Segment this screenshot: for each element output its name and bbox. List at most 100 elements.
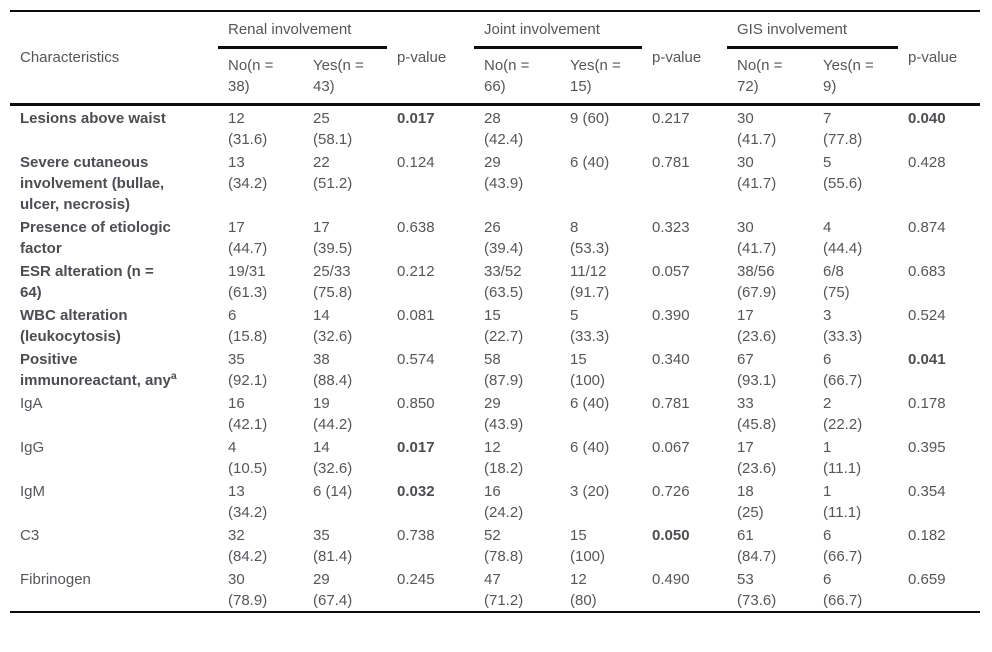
value-cell: 30 (78.9) — [228, 571, 268, 609]
subheader-joint-no: No(n = 66) — [484, 49, 570, 106]
pvalue-cell: 0.490 — [652, 571, 690, 588]
pvalue-cell: 0.638 — [397, 219, 435, 236]
value-cell: 30 (41.7) — [737, 110, 777, 148]
table-row: Lesions above waist 12 (31.6) 25 (58.1) 0.0… — [10, 105, 980, 151]
table-row: Positive immunoreactant, anya 35 (92.1) 38… — [10, 347, 980, 391]
row-label: C3 — [20, 527, 40, 544]
subheader-gis-no: No(n = 72) — [737, 49, 823, 106]
value-cell: 15 (100) — [570, 351, 606, 389]
pvalue-cell: 0.182 — [908, 527, 946, 544]
value-cell: 22 (51.2) — [313, 154, 353, 192]
row-label: Severe cutaneous involvement (bullae, ul… — [20, 154, 165, 213]
pvalue-cell: 0.217 — [652, 110, 690, 127]
value-cell: 14 (32.6) — [313, 307, 353, 345]
table-row: Severe cutaneous involvement (bullae, ul… — [10, 150, 980, 215]
value-cell: 6 (66.7) — [823, 527, 863, 565]
value-cell: 47 (71.2) — [484, 571, 524, 609]
row-label-cell: C3 — [10, 523, 228, 567]
pvalue-cell: 0.428 — [908, 154, 946, 171]
row-label: IgM — [20, 483, 46, 500]
value-cell: 14 (32.6) — [313, 439, 353, 477]
characteristics-column-header: Characteristics — [10, 11, 228, 106]
row-label-cell: Positive immunoreactant, anya — [10, 347, 228, 391]
pvalue-cell: 0.683 — [908, 263, 946, 280]
value-cell: 30 (41.7) — [737, 154, 777, 192]
row-label: Lesions above waist — [20, 110, 166, 127]
value-cell: 3 (20) — [570, 483, 610, 500]
pvalue-header-joint: p-value — [652, 11, 737, 106]
pvalue-cell: 0.124 — [397, 154, 435, 171]
row-label: Fibrinogen — [20, 571, 91, 588]
value-cell: 35 (92.1) — [228, 351, 268, 389]
subheader-renal-yes: Yes(n = 43) — [313, 49, 397, 106]
value-cell: 2 (22.2) — [823, 395, 863, 433]
value-cell: 6 (40) — [570, 154, 610, 171]
subheader-joint-yes: Yes(n = 15) — [570, 49, 652, 106]
row-label-cell: ESR alteration (n = 64) — [10, 259, 228, 303]
pvalue-cell: 0.354 — [908, 483, 946, 500]
value-cell: 19 (44.2) — [313, 395, 353, 433]
pvalue-cell: 0.017 — [397, 110, 435, 127]
value-cell: 38/56 (67.9) — [737, 263, 777, 301]
row-label-cell: Presence of etiologic factor — [10, 215, 228, 259]
row-label-cell: IgA — [10, 391, 228, 435]
table-row: IgM 13 (34.2) 6 (14) 0.032 16 (24.2) 3 (20) 0.… — [10, 479, 980, 523]
table-row: C3 32 (84.2) 35 (81.4) 0.738 52 (78.8) 15 (10… — [10, 523, 980, 567]
value-cell: 32 (84.2) — [228, 527, 268, 565]
characteristics-statistics-table: Characteristics Renal involvement p-valu… — [10, 10, 981, 613]
value-cell: 17 (23.6) — [737, 307, 777, 345]
value-cell: 17 (23.6) — [737, 439, 777, 477]
row-label: IgG — [20, 439, 45, 456]
value-cell: 29 (43.9) — [484, 395, 524, 433]
value-cell: 15 (100) — [570, 527, 606, 565]
value-cell: 61 (84.7) — [737, 527, 777, 565]
row-label-cell: Fibrinogen — [10, 567, 228, 612]
value-cell: 5 (55.6) — [823, 154, 863, 192]
value-cell: 38 (88.4) — [313, 351, 353, 389]
table-header: Characteristics Renal involvement p-valu… — [10, 11, 981, 106]
pvalue-cell: 0.017 — [397, 439, 435, 456]
value-cell: 6 (15.8) — [228, 307, 268, 345]
value-cell: 4 (10.5) — [228, 439, 268, 477]
table-row: Presence of etiologic factor 17 (44.7) 17 … — [10, 215, 980, 259]
footnote-marker: a — [170, 370, 177, 382]
table-row: IgG 4 (10.5) 14 (32.6) 0.017 12 (18.2) 6 (40)… — [10, 435, 980, 479]
table-body: Lesions above waist 12 (31.6) 25 (58.1) 0.0… — [10, 105, 980, 613]
value-cell: 9 (60) — [570, 110, 610, 127]
pvalue-cell: 0.081 — [397, 307, 435, 324]
row-label-cell: WBC alteration (leukocytosis) — [10, 303, 228, 347]
pvalue-header-gis: p-value — [908, 11, 981, 106]
value-cell: 16 (24.2) — [484, 483, 524, 521]
value-cell: 8 (53.3) — [570, 219, 610, 257]
pvalue-cell: 0.340 — [652, 351, 690, 368]
group-header-gis: GIS involvement — [727, 11, 908, 49]
value-cell: 33 (45.8) — [737, 395, 777, 433]
value-cell: 26 (39.4) — [484, 219, 524, 257]
value-cell: 11/12 (91.7) — [570, 263, 610, 301]
pvalue-cell: 0.726 — [652, 483, 690, 500]
value-cell: 12 (31.6) — [228, 110, 268, 148]
row-label: ESR alteration (n = 64) — [20, 263, 154, 301]
pvalue-cell: 0.178 — [908, 395, 946, 412]
pvalue-cell: 0.781 — [652, 154, 690, 171]
pvalue-cell: 0.574 — [397, 351, 435, 368]
characteristics-label: Characteristics — [20, 49, 120, 66]
group-header-joint: Joint involvement — [474, 11, 652, 49]
group-header-gis-label: GIS involvement — [727, 12, 899, 49]
pvalue-cell: 0.524 — [908, 307, 946, 324]
pvalue-cell: 0.057 — [652, 263, 690, 280]
row-label-cell: Lesions above waist — [10, 105, 228, 151]
value-cell: 53 (73.6) — [737, 571, 777, 609]
value-cell: 25/33 (75.8) — [313, 263, 353, 301]
value-cell: 29 (43.9) — [484, 154, 524, 192]
row-label-cell: IgM — [10, 479, 228, 523]
value-cell: 15 (22.7) — [484, 307, 524, 345]
value-cell: 6 (66.7) — [823, 351, 863, 389]
value-cell: 35 (81.4) — [313, 527, 353, 565]
pvalue-cell: 0.212 — [397, 263, 435, 280]
value-cell: 1 (11.1) — [823, 483, 862, 521]
pvalue-cell: 0.850 — [397, 395, 435, 412]
pvalue-cell: 0.874 — [908, 219, 946, 236]
value-cell: 52 (78.8) — [484, 527, 524, 565]
subheader-renal-no: No(n = 38) — [228, 49, 313, 106]
